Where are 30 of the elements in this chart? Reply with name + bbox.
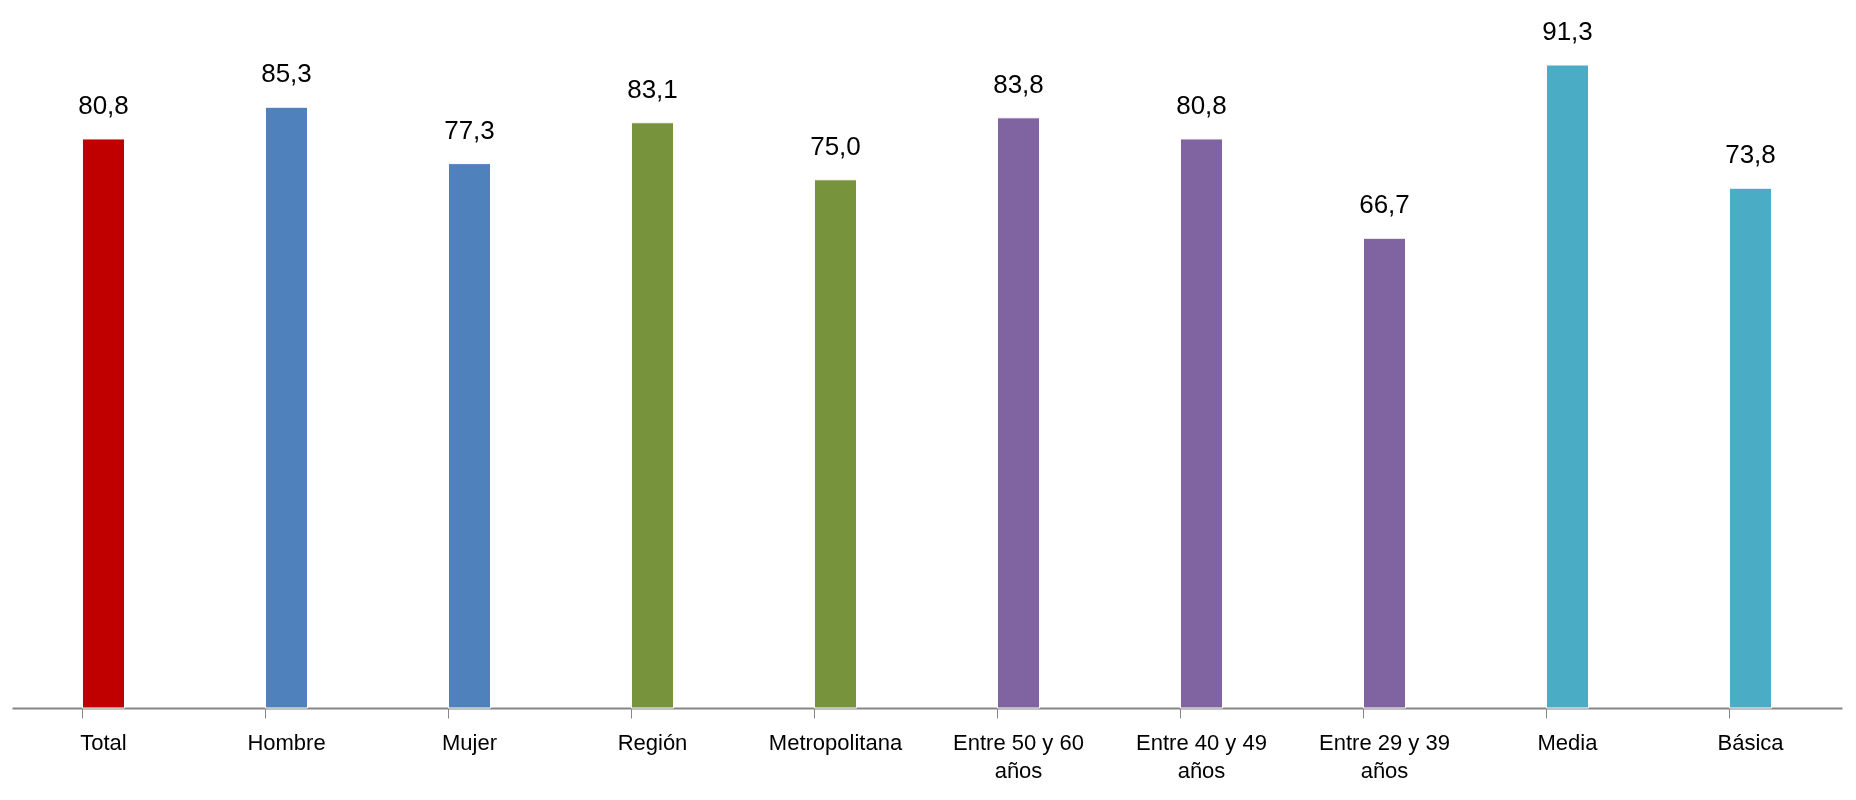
data-label: 91,3 — [1542, 16, 1593, 46]
x-tick-label: Entre 29 y 39 años — [1319, 729, 1450, 783]
data-label: 83,8 — [993, 68, 1044, 99]
data-label: 83,1 — [627, 73, 678, 104]
x-tick-label: Región — [617, 729, 688, 755]
bar — [1362, 237, 1407, 709]
data-label: 66,7 — [1359, 189, 1410, 220]
bar — [630, 122, 675, 709]
x-tick-label: Entre 40 y 49 años — [1136, 729, 1267, 783]
x-tick-label: Básica — [1717, 729, 1785, 755]
data-label: 80,8 — [78, 89, 129, 120]
data-label: 85,3 — [261, 58, 312, 89]
bar — [1179, 138, 1224, 709]
data-label: 77,3 — [444, 114, 495, 145]
x-tick-label: Entre 50 y 60 años — [953, 729, 1084, 783]
bar — [996, 117, 1041, 709]
bar — [264, 106, 309, 709]
bar — [447, 163, 492, 709]
x-tick-label: Mujer — [441, 729, 498, 755]
data-label: 80,8 — [1176, 89, 1227, 120]
x-tick-label: Total — [80, 729, 127, 755]
x-tick-label: Hombre — [247, 729, 326, 755]
bar — [1545, 64, 1590, 709]
data-label: 75,0 — [810, 130, 861, 161]
bar — [1728, 187, 1773, 709]
x-tick-label: Metropolitana — [768, 729, 903, 755]
bar — [81, 138, 126, 709]
data-label: 73,8 — [1725, 139, 1776, 170]
bar — [813, 179, 858, 709]
x-tick-label: Media — [1537, 729, 1599, 755]
